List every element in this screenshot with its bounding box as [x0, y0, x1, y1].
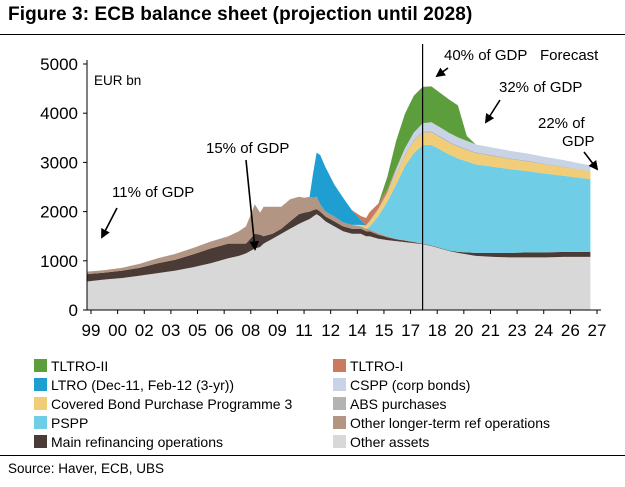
- y-tick-label: 0: [69, 301, 78, 320]
- area-tltro2: [87, 86, 591, 272]
- source-rule: [0, 455, 625, 456]
- x-tick-label: 14: [348, 321, 367, 340]
- legend-item-cbpp3: Covered Bond Purchase Programme 3: [34, 394, 292, 413]
- legend-item-other_lto: Other longer-term ref operations: [333, 413, 550, 432]
- area-ltro: [87, 122, 591, 272]
- annotation-label: 40% of GDP: [444, 47, 527, 64]
- x-tick-label: 00: [108, 321, 127, 340]
- legend-item-other_assets: Other assets: [333, 432, 429, 451]
- legend-label: PSPP: [51, 414, 89, 431]
- annotation-label-line2: GDP: [562, 133, 595, 150]
- legend-swatch: [333, 378, 346, 391]
- x-tick-label: 18: [428, 321, 447, 340]
- legend-swatch: [34, 397, 47, 410]
- x-tick-label: 21: [481, 321, 500, 340]
- annotation-arrow: [435, 67, 449, 78]
- annotation-arrow: [101, 207, 118, 239]
- legend-item-ltro: LTRO (Dec-11, Feb-12 (3-yr)): [34, 375, 234, 394]
- legend-swatch: [34, 435, 47, 448]
- legend-label: Other assets: [350, 433, 430, 450]
- legend-item-mro: Main refinancing operations: [34, 432, 223, 451]
- legend-swatch: [34, 359, 47, 372]
- x-tick-label: 27: [588, 321, 607, 340]
- annotation-arrow: [245, 159, 260, 251]
- legend-swatch: [333, 359, 346, 372]
- x-tick-label: 26: [561, 321, 580, 340]
- annotation-label: 22% of: [538, 115, 586, 132]
- x-tick-label: 05: [188, 321, 207, 340]
- legend-label: Main refinancing operations: [51, 433, 223, 450]
- x-tick-label: 23: [508, 321, 527, 340]
- forecast-label: Forecast: [540, 47, 599, 64]
- area-mro: [87, 209, 591, 282]
- legend-item-abs: ABS purchases: [333, 394, 447, 413]
- y-tick-labels: 0 1000 2000 3000 4000 5000 EUR bn: [40, 55, 141, 320]
- y-tick-label: 4000: [40, 104, 78, 123]
- x-tick-label: 20: [454, 321, 473, 340]
- x-tick-labels: 99 00 02 03 05 06 08 09 11 12 14 15 17 18 20 21 23 24 26 27: [82, 310, 607, 340]
- x-tick-label: 02: [135, 321, 154, 340]
- x-tick-label: 06: [215, 321, 234, 340]
- axes: Forecast: [86, 44, 601, 311]
- x-tick-label: 99: [82, 321, 101, 340]
- legend-label: LTRO (Dec-11, Feb-12 (3-yr)): [51, 376, 235, 393]
- x-tick-label: 24: [534, 321, 553, 340]
- x-tick-label: 08: [241, 321, 260, 340]
- legend-label: Other longer-term ref operations: [350, 414, 550, 431]
- area-pspp: [87, 144, 591, 272]
- legend-label: TLTRO-I: [350, 357, 404, 374]
- x-tick-label: 03: [161, 321, 180, 340]
- x-tick-label: 12: [321, 321, 340, 340]
- x-tick-label: 11: [295, 321, 313, 340]
- x-tick-label: 15: [374, 321, 393, 340]
- legend-label: ABS purchases: [350, 395, 447, 412]
- x-tick-label: 09: [268, 321, 287, 340]
- annotation-label: 15% of GDP: [206, 140, 289, 157]
- legend-label: TLTRO-II: [51, 357, 109, 374]
- annotations: 11% of GDP 15% of GDP 40% of GDP 32% of GDP…: [101, 47, 599, 251]
- annotation-arrow: [583, 151, 599, 171]
- y-tick-label: 5000: [40, 55, 78, 74]
- legend-item-pspp: PSPP: [34, 413, 88, 432]
- legend-label: CSPP (corp bonds): [350, 376, 471, 393]
- area-other_assets: [87, 214, 591, 310]
- legend-label: Covered Bond Purchase Programme 3: [51, 395, 293, 412]
- x-tick-label: 17: [401, 321, 420, 340]
- area-other_lto: [87, 196, 591, 275]
- legend-swatch: [34, 416, 47, 429]
- legend-swatch: [333, 397, 346, 410]
- y-tick-label: 3000: [40, 153, 78, 172]
- legend-item-tltro1: TLTRO-I: [333, 356, 403, 375]
- stacked-areas: [87, 86, 591, 310]
- legend-swatch: [333, 435, 346, 448]
- annotation-label: 32% of GDP: [499, 79, 582, 96]
- y-tick-label: 1000: [40, 252, 78, 271]
- unit-label: EUR bn: [94, 73, 141, 88]
- annotation-label: 11% of GDP: [112, 184, 194, 201]
- source-note: Source: Haver, ECB, UBS: [8, 461, 165, 476]
- title-rule: [0, 34, 625, 35]
- y-tick-label: 2000: [40, 203, 78, 222]
- figure-title: Figure 3: ECB balance sheet (projection …: [8, 4, 473, 25]
- legend-swatch: [333, 416, 346, 429]
- legend-swatch: [34, 378, 47, 391]
- annotation-arrow: [484, 99, 501, 124]
- chart-legend: TLTRO-II TLTRO-I LTRO (Dec-11, Feb-12 (3-y…: [34, 356, 624, 452]
- legend-item-tltro2: TLTRO-II: [34, 356, 108, 375]
- legend-item-cspp: CSPP (corp bonds): [333, 375, 470, 394]
